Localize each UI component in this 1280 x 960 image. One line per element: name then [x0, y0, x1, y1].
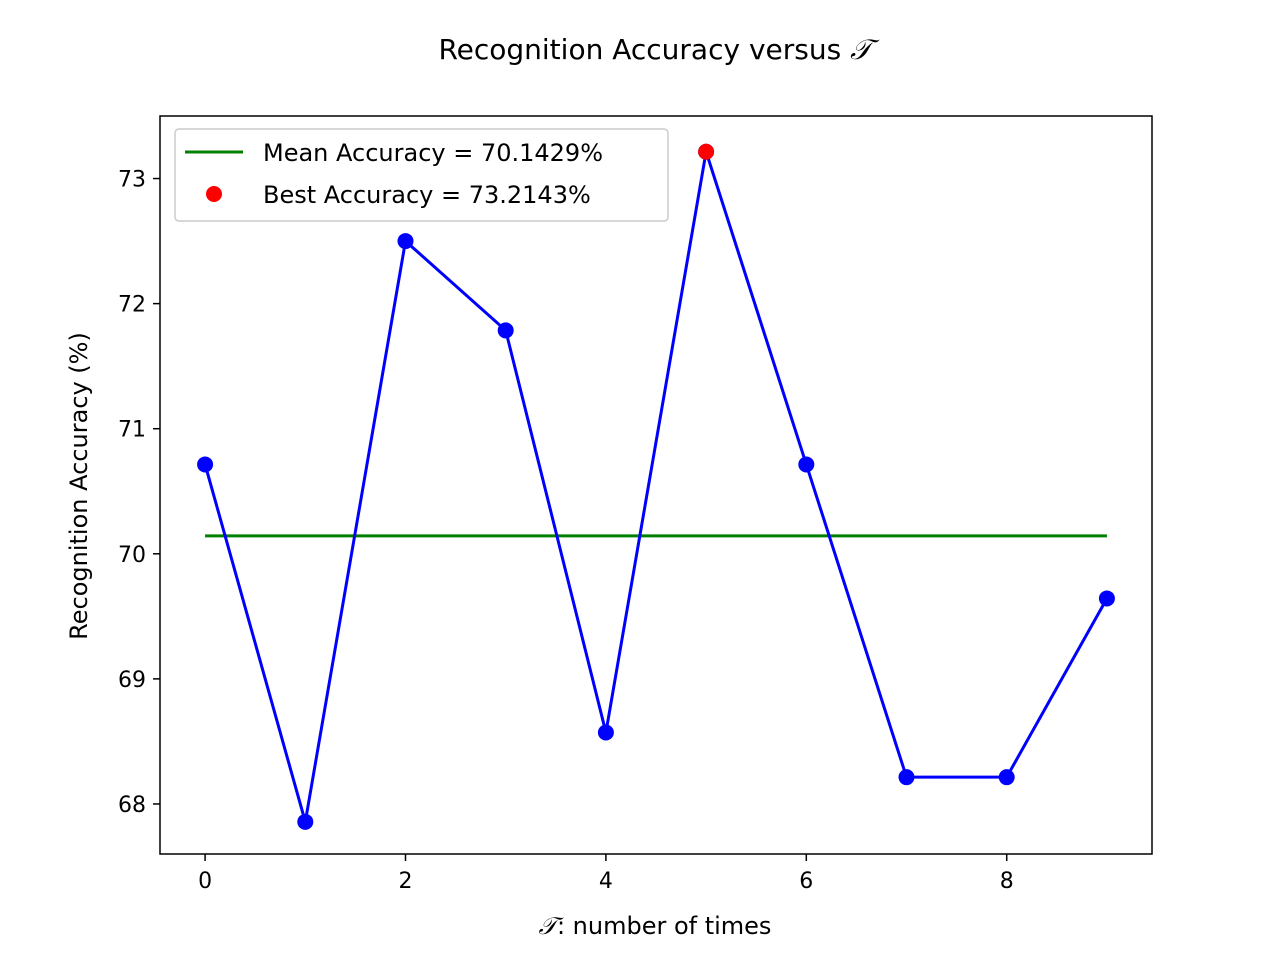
plot-area [160, 116, 1152, 854]
y-tick-label: 72 [118, 293, 146, 318]
accuracy-series-line [203, 151, 1109, 823]
x-tick-label: 4 [599, 869, 613, 894]
legend-box [174, 128, 669, 222]
legend-mean-label: Mean Accuracy = 70.1429% [263, 139, 603, 167]
x-tick-label: 0 [198, 869, 212, 894]
accuracy-point [898, 769, 915, 786]
legend: Mean Accuracy = 70.1429% Best Accuracy =… [174, 128, 669, 222]
axes-frame [159, 115, 1153, 855]
series-layer [197, 143, 1115, 830]
y-tick-label: 73 [118, 168, 146, 193]
accuracy-point [1098, 590, 1115, 607]
y-tick-label: 68 [118, 793, 146, 818]
y-tick-label: 69 [118, 668, 146, 693]
x-axis-label: 𝒯: number of times [539, 912, 772, 940]
legend-best-swatch [206, 186, 222, 202]
x-tick-label: 8 [1000, 869, 1014, 894]
y-tick-label: 71 [118, 418, 146, 443]
accuracy-point [397, 233, 414, 250]
accuracy-point [597, 724, 614, 741]
best-accuracy-point [698, 143, 715, 160]
y-axis-label: Recognition Accuracy (%) [65, 332, 93, 640]
legend-best-label: Best Accuracy = 73.2143% [263, 181, 591, 209]
accuracy-point [197, 456, 214, 473]
x-tick-label: 2 [398, 869, 412, 894]
accuracy-point [798, 456, 815, 473]
accuracy-point [297, 813, 314, 830]
chart-title: Recognition Accuracy versus 𝒯 [438, 33, 880, 66]
accuracy-point [998, 769, 1015, 786]
accuracy-point [497, 322, 514, 339]
x-tick-label: 6 [799, 869, 813, 894]
y-tick-label: 70 [118, 543, 146, 568]
best-layer [698, 143, 715, 160]
